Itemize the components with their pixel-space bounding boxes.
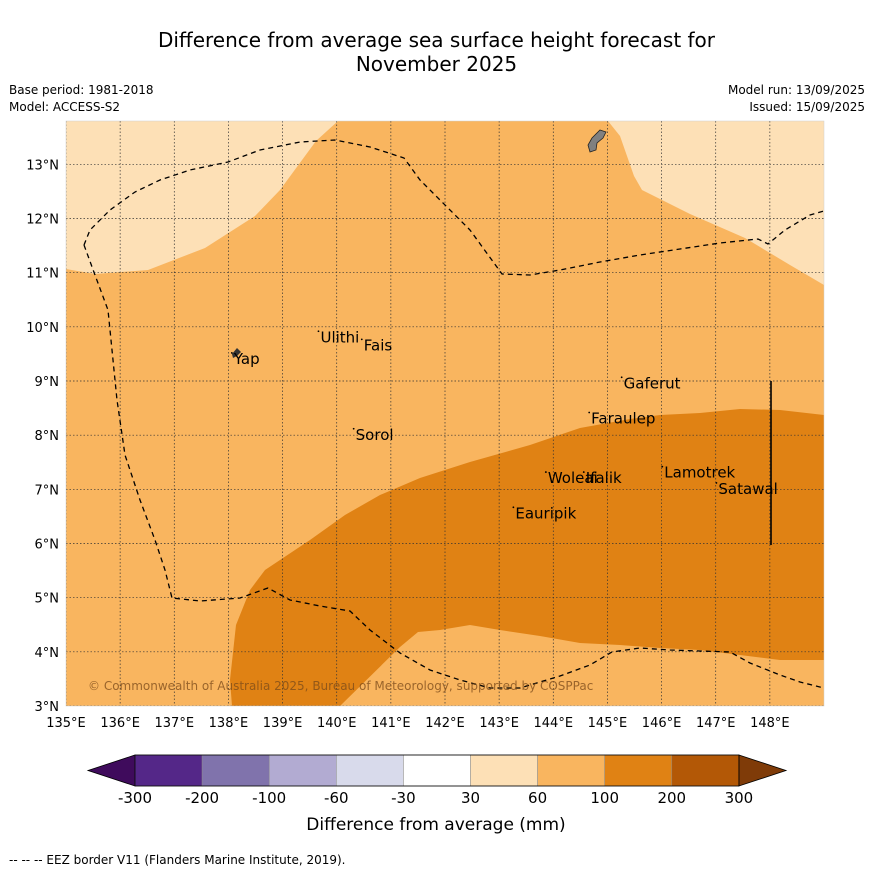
colorbar-outline [134, 754, 740, 787]
band-30-60-northwest [66, 121, 338, 274]
colorbar-tick-label: 30 [461, 789, 480, 807]
lat-tick-label: 13°N [26, 158, 59, 173]
issued-date: Issued: 15/09/2025 [749, 100, 865, 114]
place-label-sorol: Sorol [356, 426, 394, 444]
title-line-1: Difference from average sea surface heig… [157, 28, 716, 52]
colorbar-tick-label: 100 [590, 789, 619, 807]
colorbar-tick-label: -100 [252, 789, 286, 807]
colorbar-extend-low [86, 754, 136, 787]
colorbar-segment [134, 754, 203, 787]
copyright-notice: © Commonwealth of Australia 2025, Bureau… [88, 679, 593, 693]
atoll-marker [715, 482, 718, 484]
model-run: Model run: 13/09/2025 [727, 83, 865, 97]
lon-tick-label: 140°E [317, 716, 357, 731]
yap-island [232, 348, 241, 358]
lat-tick-label: 12°N [26, 213, 59, 228]
colorbar-tick-label: -200 [185, 789, 219, 807]
place-label-satawal: Satawal [718, 480, 777, 498]
lon-tick-label: 145°E [588, 716, 628, 731]
place-label-fais: Fais [364, 336, 393, 354]
atoll-marker [360, 338, 363, 341]
colorbar-extend-high [738, 754, 788, 787]
map-frame [65, 120, 825, 707]
colorbar-tick-label: -30 [391, 789, 416, 807]
latitude-tick-labels: 3°N 4°N 5°N 6°N 7°N 8°N 9°N 10°N 11°N 12°N 13°N [26, 158, 59, 715]
lat-tick-label: 6°N [35, 538, 60, 553]
place-label-ulithi: Ulithi [320, 328, 359, 346]
atoll-marker [512, 506, 515, 509]
colorbar-tick-label: 300 [725, 789, 754, 807]
lon-tick-label: 136°E [100, 716, 140, 731]
lon-tick-label: 144°E [534, 716, 574, 731]
lat-tick-label: 9°N [35, 375, 60, 390]
lat-tick-label: 5°N [35, 592, 60, 607]
colorbar-tick-label: -300 [118, 789, 152, 807]
lon-tick-label: 135°E [46, 716, 86, 731]
atoll-marker [620, 376, 623, 379]
model-name: Model: ACCESS-S2 [9, 100, 121, 114]
atoll-marker [317, 330, 320, 333]
meta-right: Model run: 13/09/2025 Issued: 15/09/2025 [728, 82, 865, 116]
colorbar-label: Difference from average (mm) [306, 815, 565, 835]
place-label-lamotrek: Lamotrek [664, 464, 735, 482]
meta-left: Base period: 1981-2018 Model: ACCESS-S2 [9, 82, 154, 116]
map-area: Yap Ulithi Fais Sorol Gaferut Faraulep WoleaiI… [66, 121, 824, 706]
lat-tick-label: 7°N [35, 483, 60, 498]
colorbar-tick-label: 200 [657, 789, 686, 807]
colorbar-segment [604, 754, 673, 787]
eez-border [83, 139, 824, 689]
colorbar-segment [336, 754, 404, 787]
place-label-faraulep: Faraulep [591, 410, 655, 428]
lon-tick-label: 142°E [425, 716, 465, 731]
atoll-marker [582, 471, 585, 473]
guam-island [587, 129, 607, 153]
atoll-marker [230, 352, 233, 354]
lon-tick-label: 148°E [750, 716, 790, 731]
base-period: Base period: 1981-2018 [9, 83, 154, 97]
longitude-tick-labels: 135°E 136°E 137°E 138°E 139°E 140°E 141°E 142°E… [46, 716, 789, 731]
place-label-ifalik: Ifalik [586, 469, 622, 487]
band-100-200 [230, 409, 824, 706]
map-figure: Yap Ulithi Fais Sorol Gaferut Faraulep WoleaiI… [26, 120, 825, 835]
colorbar-tick-label: 60 [528, 789, 547, 807]
place-label-gaferut: Gaferut [624, 374, 681, 392]
lon-tick-label: 147°E [696, 716, 736, 731]
place-label-eauripik: Eauripik [515, 504, 576, 522]
place-labels: Yap Ulithi Fais Sorol Gaferut Faraulep WoleaiI… [230, 328, 778, 522]
colorbar-segment [268, 754, 337, 787]
atoll-marker [588, 411, 591, 414]
colorbar-tick-labels: -300 -200 -100 -60 -30 30 60 100 200 300 [118, 789, 753, 807]
grid-lines [66, 121, 824, 706]
lat-tick-label: 11°N [26, 267, 59, 282]
atoll-marker [544, 471, 547, 473]
colorbar-segment [470, 754, 538, 787]
colorbar-segment [537, 754, 605, 787]
lat-tick-label: 8°N [35, 429, 60, 444]
place-label-yap: Yap [233, 350, 260, 368]
atoll-marker [352, 427, 355, 430]
lat-tick-label: 4°N [35, 646, 60, 661]
place-label-woleai: Woleai [548, 469, 598, 487]
atoll-marker [661, 465, 664, 468]
lon-tick-label: 138°E [209, 716, 249, 731]
colorbar-segment [403, 754, 471, 787]
lat-tick-label: 3°N [35, 700, 60, 715]
lon-tick-label: 141°E [371, 716, 411, 731]
map-title: Difference from average sea surface heig… [0, 28, 873, 76]
lat-tick-label: 10°N [26, 321, 59, 336]
lon-tick-label: 139°E [263, 716, 303, 731]
lon-tick-label: 143°E [479, 716, 519, 731]
colorbar-segment [201, 754, 270, 787]
lon-tick-label: 146°E [642, 716, 682, 731]
title-line-2: November 2025 [355, 52, 518, 76]
lon-tick-label: 137°E [155, 716, 195, 731]
colorbar-segment [671, 754, 740, 787]
colorbar [86, 754, 788, 787]
eez-source-note: -- -- -- EEZ border V11 (Flanders Marine… [9, 853, 346, 867]
colorbar-tick-label: -60 [324, 789, 349, 807]
